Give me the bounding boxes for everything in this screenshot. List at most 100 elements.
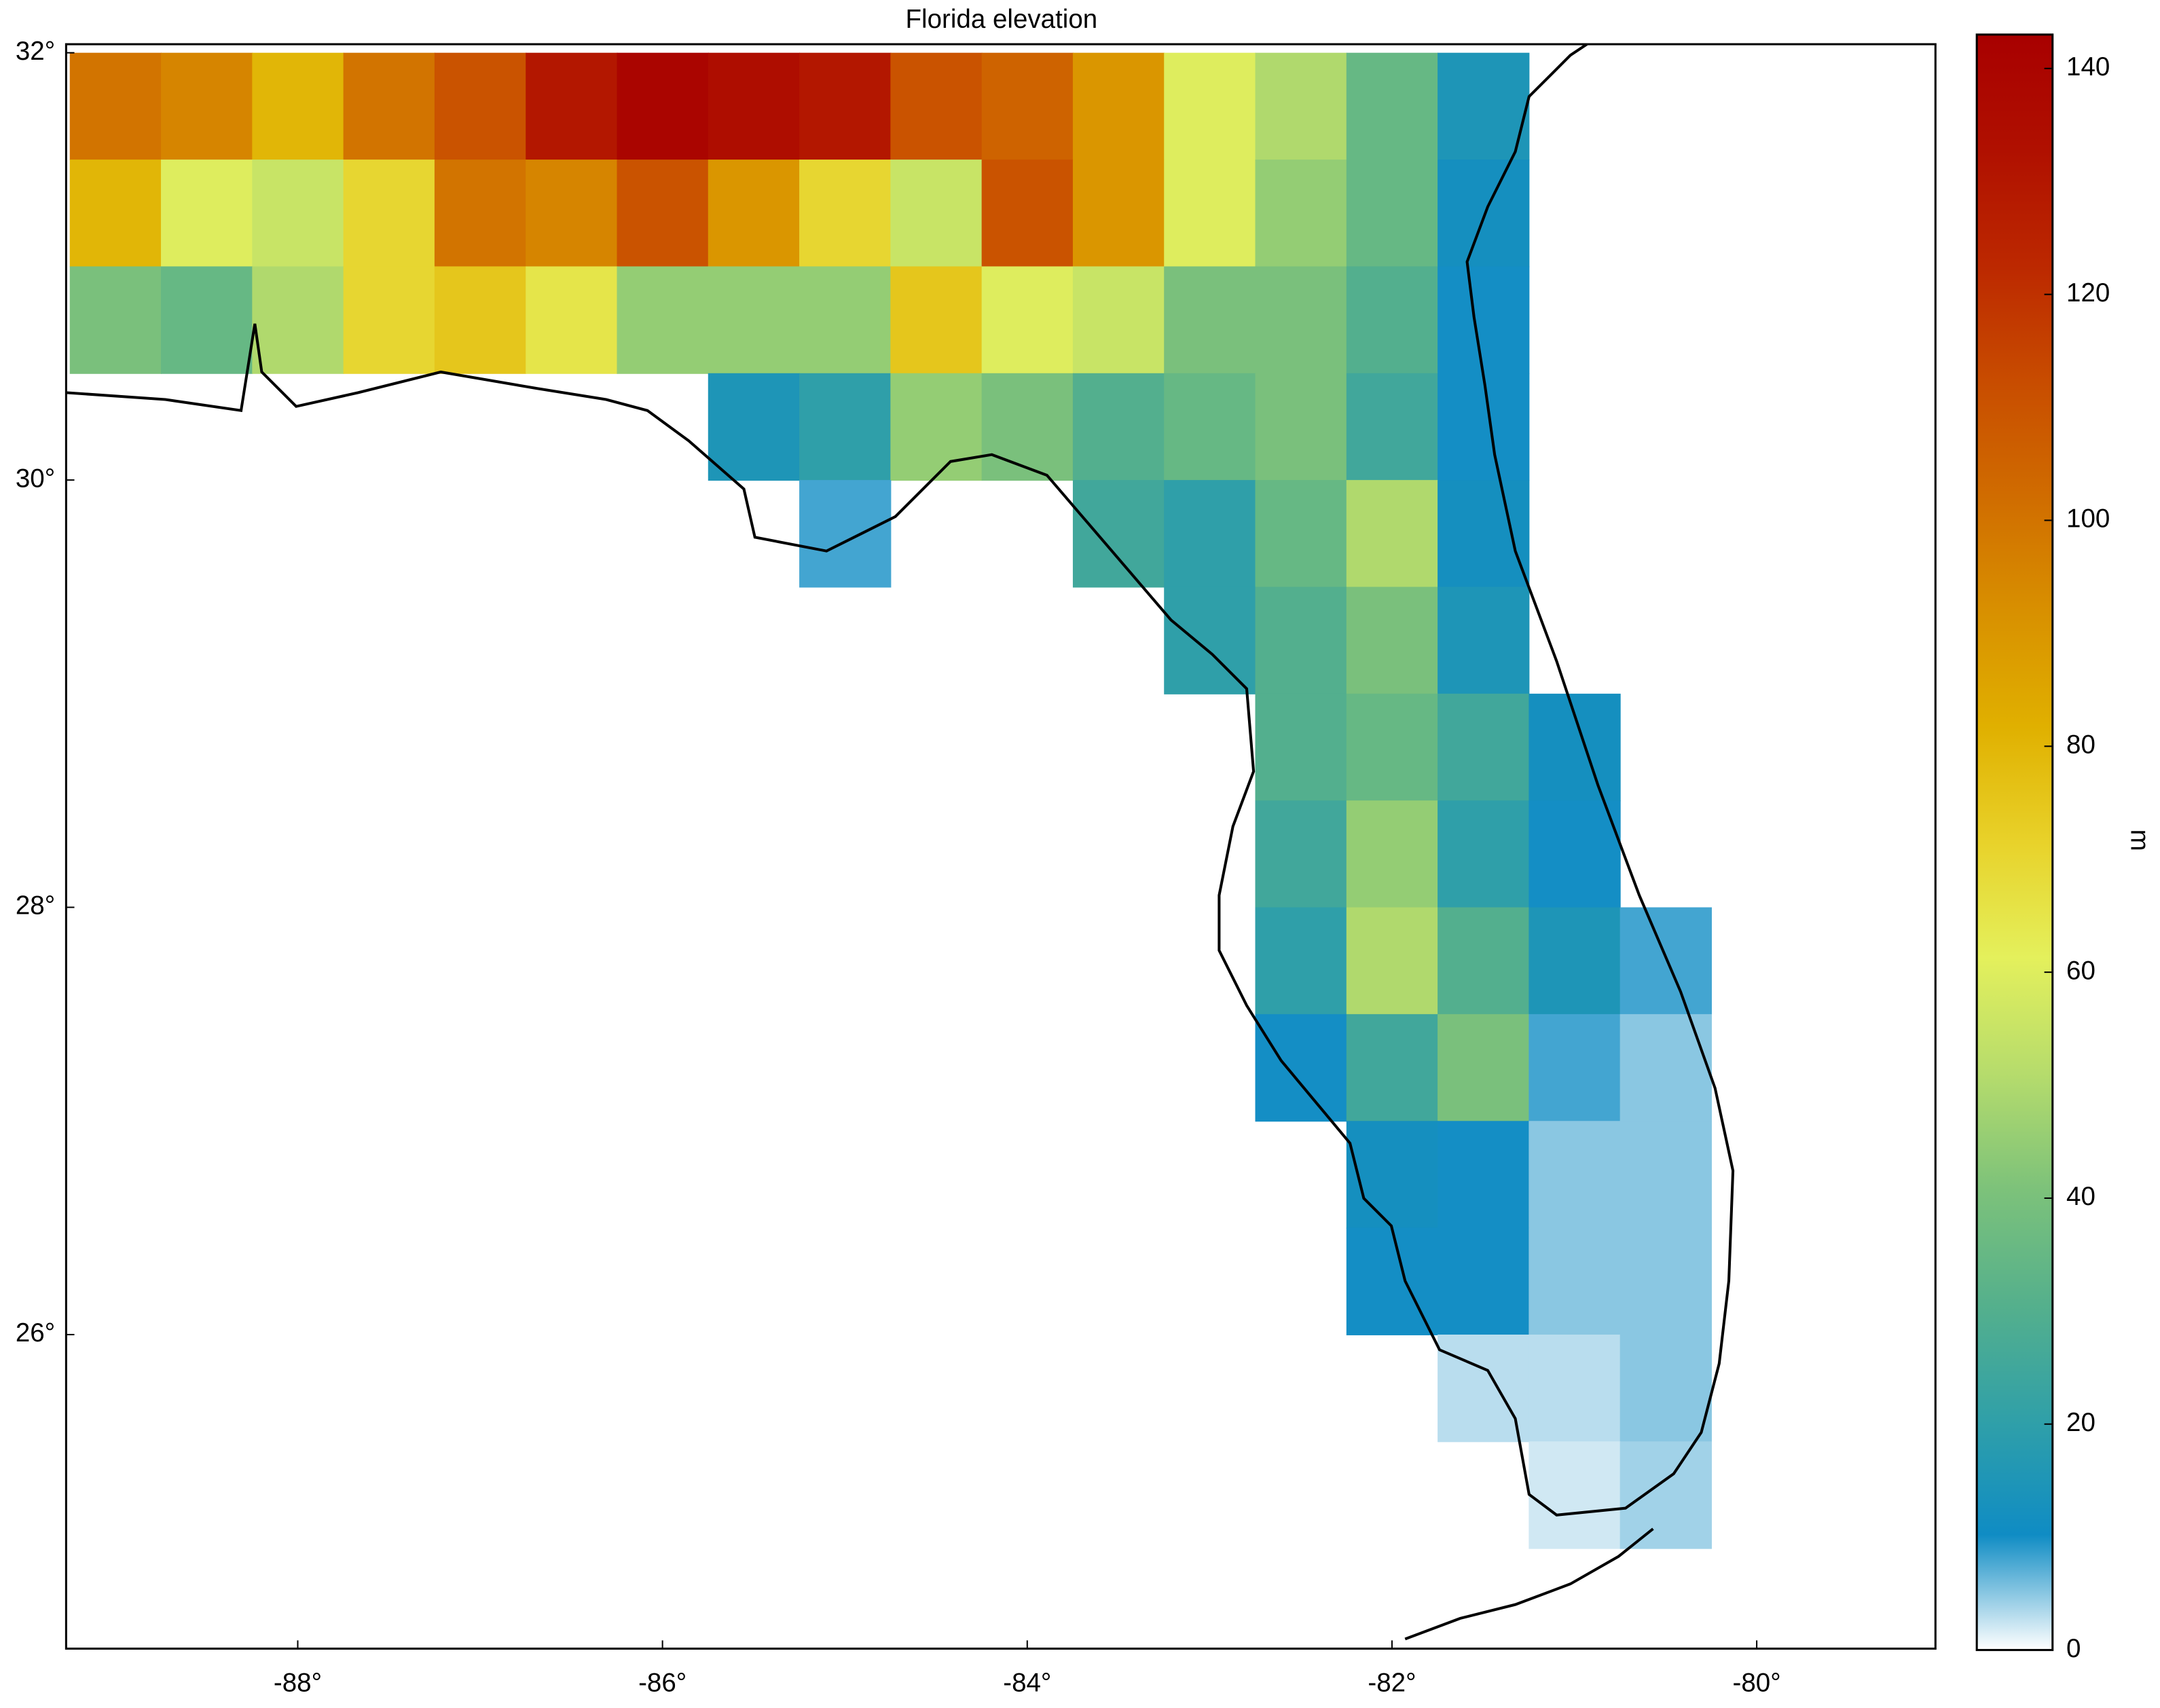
colorbar-tick-label: 40: [2066, 1182, 2095, 1211]
elevation-cell: [1438, 1014, 1530, 1122]
elevation-cell: [708, 52, 801, 161]
elevation-cell: [981, 160, 1074, 267]
elevation-cell: [1072, 266, 1165, 374]
elevation-cell: [1438, 693, 1530, 802]
elevation-cell: [1346, 373, 1439, 481]
x-tick-label: -84°: [1003, 1668, 1051, 1697]
colorbar: [1975, 33, 2054, 1652]
elevation-cell: [1255, 587, 1347, 694]
elevation-cell: [1529, 1441, 1621, 1549]
elevation-cell: [1255, 480, 1347, 588]
elevation-cell: [69, 160, 162, 267]
elevation-cell: [890, 52, 983, 161]
elevation-cell: [1529, 1227, 1621, 1335]
elevation-cell: [434, 266, 527, 374]
elevation-cell: [1255, 266, 1347, 374]
elevation-cell: [708, 160, 801, 267]
elevation-cell: [161, 266, 253, 374]
elevation-cell: [526, 160, 618, 267]
plot-frame: [65, 43, 1937, 1650]
elevation-cell: [1346, 480, 1439, 588]
elevation-cell: [161, 160, 253, 267]
elevation-cell: [1072, 373, 1165, 481]
elevation-cell: [1438, 160, 1530, 267]
elevation-cell: [1529, 1121, 1621, 1229]
elevation-cell: [1255, 693, 1347, 802]
elevation-cell: [981, 266, 1074, 374]
colorbar-label: m: [2125, 830, 2154, 851]
elevation-cell: [1619, 1121, 1712, 1229]
elevation-cell: [1438, 480, 1530, 588]
elevation-cell: [161, 52, 253, 161]
elevation-cell: [981, 373, 1074, 481]
elevation-cell: [1619, 1334, 1712, 1443]
elevation-cell: [617, 266, 709, 374]
elevation-cell: [1346, 1014, 1439, 1122]
x-tick-label: -80°: [1733, 1668, 1781, 1697]
elevation-cell: [1438, 907, 1530, 1015]
elevation-cell: [1346, 266, 1439, 374]
y-tick-label: 28°: [16, 891, 55, 921]
elevation-cell: [981, 52, 1074, 161]
elevation-cell: [343, 160, 435, 267]
elevation-cell: [252, 52, 344, 161]
elevation-cell: [1438, 373, 1530, 481]
elevation-cell: [1619, 1014, 1712, 1122]
elevation-cell: [1438, 266, 1530, 374]
elevation-cell: [1529, 1334, 1621, 1443]
elevation-cell: [1438, 800, 1530, 908]
elevation-cell: [1164, 373, 1256, 481]
elevation-cell: [69, 266, 162, 374]
elevation-cell: [526, 266, 618, 374]
elevation-cell: [708, 373, 801, 481]
elevation-cell: [1529, 800, 1621, 908]
colorbar-tick-label: 140: [2066, 52, 2110, 81]
elevation-cell: [1529, 1014, 1621, 1122]
elevation-cell: [1619, 1227, 1712, 1335]
x-tick-label: -82°: [1368, 1668, 1416, 1697]
elevation-cell: [1346, 160, 1439, 267]
elevation-cell: [1346, 1121, 1439, 1229]
elevation-cell: [252, 160, 344, 267]
elevation-cell: [1164, 587, 1256, 694]
elevation-cell: [1346, 800, 1439, 908]
elevation-cell: [617, 52, 709, 161]
elevation-cell: [708, 266, 801, 374]
elevation-cell: [1438, 52, 1530, 161]
elevation-cell: [1255, 907, 1347, 1015]
elevation-cell: [1438, 1334, 1530, 1443]
elevation-cell: [1346, 587, 1439, 694]
y-tick-label: 26°: [16, 1318, 55, 1348]
elevation-cell: [799, 480, 892, 588]
elevation-cell: [1346, 693, 1439, 802]
elevation-cell: [1072, 480, 1165, 588]
elevation-cell: [1619, 907, 1712, 1015]
elevation-cell: [1255, 160, 1347, 267]
elevation-cell: [1346, 907, 1439, 1015]
elevation-cell: [1072, 160, 1165, 267]
elevation-cell: [617, 160, 709, 267]
map-title: Florida elevation: [905, 5, 1097, 34]
elevation-cell: [890, 266, 983, 374]
elevation-cell: [1164, 266, 1256, 374]
coastline: [66, 44, 1735, 1641]
colorbar-tick-label: 0: [2066, 1634, 2081, 1663]
elevation-cell: [526, 52, 618, 161]
elevation-cell: [1255, 1014, 1347, 1122]
colorbar-tick-label: 100: [2066, 504, 2110, 534]
elevation-cell: [799, 266, 892, 374]
elevation-cell: [1346, 52, 1439, 161]
elevation-cell: [1255, 52, 1347, 161]
y-tick-label: 30°: [16, 464, 55, 493]
elevation-cell: [799, 373, 892, 481]
elevation-cell: [434, 160, 527, 267]
elevation-cell: [1438, 1121, 1530, 1229]
elevation-cell: [1255, 800, 1347, 908]
elevation-cell: [1529, 693, 1621, 802]
elevation-cell: [1164, 52, 1256, 161]
elevation-cell: [252, 266, 344, 374]
elevation-cell: [890, 160, 983, 267]
colorbar-tick-label: 60: [2066, 956, 2095, 985]
elevation-cell: [1072, 52, 1165, 161]
